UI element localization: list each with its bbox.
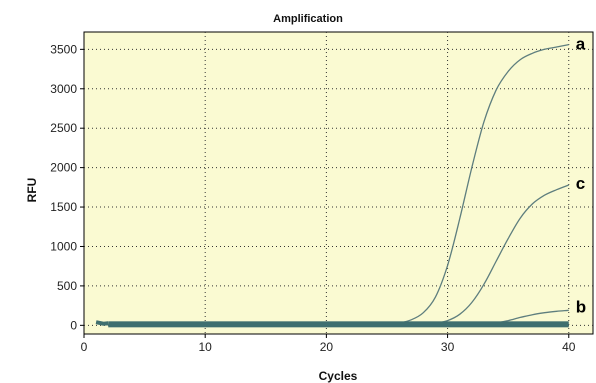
y-tick-label: 2000 xyxy=(50,161,77,175)
x-tick-label: 30 xyxy=(441,340,455,354)
y-tick-label: 2500 xyxy=(50,121,77,135)
y-tick-label: 500 xyxy=(57,279,77,293)
y-tick-label: 3000 xyxy=(50,82,77,96)
x-tick-label: 40 xyxy=(562,340,576,354)
y-tick-label: 1000 xyxy=(50,239,77,253)
series-label-b: b xyxy=(576,297,586,316)
x-tick-label: 20 xyxy=(320,340,334,354)
y-axis-label: RFU xyxy=(25,178,39,203)
y-axis-ticks: 0 500 1000 1500 2000 2500 3000 3500 xyxy=(50,42,84,332)
baseline-start xyxy=(95,320,109,326)
chart-title: Amplification xyxy=(273,13,343,25)
series-label-a: a xyxy=(576,35,586,54)
baseline-bands xyxy=(95,320,569,328)
baseline-band xyxy=(108,321,569,328)
x-tick-label: 0 xyxy=(81,340,88,354)
x-axis-label: Cycles xyxy=(319,369,358,383)
plot-area xyxy=(83,31,594,335)
y-tick-label: 0 xyxy=(70,318,77,332)
y-tick-label: 3500 xyxy=(50,42,77,56)
series-labels: a c b xyxy=(576,35,586,317)
x-tick-label: 10 xyxy=(199,340,213,354)
series-label-c: c xyxy=(576,174,585,193)
y-tick-label: 1500 xyxy=(50,200,77,214)
x-axis-ticks: 0 10 20 30 40 xyxy=(81,334,576,354)
